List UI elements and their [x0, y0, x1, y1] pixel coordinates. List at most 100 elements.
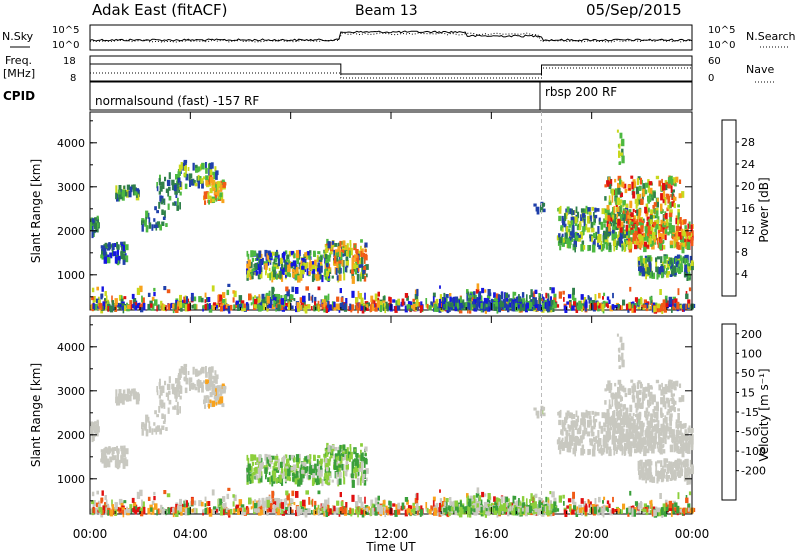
cpid-label-2: rbsp 200 RF: [545, 85, 617, 99]
echo-cell: [295, 274, 298, 280]
echo-cell: [168, 408, 170, 414]
echo-cell: [283, 463, 285, 467]
echo-cell: [250, 250, 253, 257]
echo-cell: [356, 265, 359, 268]
echo-cell: [273, 474, 276, 482]
echo-cell: [358, 303, 360, 310]
echo-cell: [328, 445, 331, 452]
echo-cell: [217, 190, 220, 193]
echo-cell: [609, 447, 612, 454]
echo-cell: [606, 431, 609, 439]
echo-cell: [691, 464, 694, 470]
echo-cell: [622, 200, 626, 205]
echo-cell: [621, 343, 624, 350]
echo-cell: [678, 449, 681, 454]
echo-cell: [652, 232, 656, 239]
echo-cell: [291, 491, 294, 497]
echo-cell: [673, 197, 676, 201]
echo-cell: [236, 301, 238, 304]
echo-cell: [343, 253, 345, 256]
echo-cell: [137, 288, 140, 295]
echo-cell: [144, 220, 147, 227]
echo-cell: [184, 166, 187, 171]
echo-cell: [169, 196, 172, 201]
echo-cell: [340, 303, 343, 309]
echo-cell: [346, 461, 349, 465]
echo-cell: [658, 471, 661, 478]
noise-tick-top-right: 10^5: [708, 25, 735, 36]
echo-cell: [272, 499, 274, 503]
echo-cell: [617, 444, 620, 449]
echo-cell: [647, 236, 649, 242]
echo-cell: [332, 276, 334, 279]
echo-cell: [345, 267, 347, 272]
echo-cell: [112, 243, 115, 250]
echo-cell: [125, 192, 128, 197]
echo-cell: [625, 189, 628, 193]
echo-cell: [653, 222, 656, 226]
echo-cell: [301, 465, 303, 469]
echo-cell: [343, 240, 346, 246]
echo-cell: [273, 270, 276, 278]
echo-cell: [623, 219, 625, 223]
echo-cell: [669, 222, 672, 230]
echo-cell: [262, 462, 264, 467]
echo-cell: [652, 409, 655, 413]
echo-cell: [223, 305, 225, 311]
echo-cell: [637, 178, 639, 185]
echo-cell: [609, 399, 611, 406]
echo-cell: [128, 191, 131, 198]
echo-cell: [107, 461, 111, 467]
echo-cell: [304, 456, 307, 461]
y-tick-label: 1000: [57, 269, 85, 282]
echo-cell: [613, 206, 615, 213]
echo-cell: [105, 291, 107, 296]
echo-cell: [537, 207, 539, 214]
echo-cell: [671, 405, 674, 411]
nave-series: [90, 68, 692, 78]
echo-cell: [590, 236, 592, 242]
echo-cell: [276, 478, 278, 484]
echo-cell: [248, 464, 251, 471]
echo-cell: [193, 367, 195, 375]
echo-cell: [316, 479, 319, 485]
echo-cell: [174, 389, 177, 396]
echo-cell: [686, 433, 688, 440]
echo-cell: [629, 413, 632, 416]
echo-cell: [118, 256, 121, 260]
echo-cell: [131, 508, 133, 513]
echo-cell: [641, 225, 643, 232]
echo-cell: [201, 367, 205, 374]
echo-cell: [536, 207, 538, 212]
colorbar-tick-label: 12: [741, 224, 755, 237]
echo-cell: [617, 130, 619, 133]
echo-cell: [131, 304, 133, 309]
echo-cell: [159, 399, 161, 405]
echo-cell: [526, 303, 529, 309]
echo-cell: [607, 419, 610, 425]
echo-cell: [412, 299, 415, 302]
echo-cell: [604, 388, 607, 391]
echo-cell: [247, 251, 249, 257]
echo-cell: [108, 242, 111, 249]
echo-cell: [584, 423, 586, 431]
echo-cell: [205, 304, 208, 310]
echo-cell: [655, 257, 657, 262]
echo-cell: [402, 299, 405, 306]
echo-cell: [674, 303, 677, 307]
echo-cell: [615, 188, 618, 196]
echo-cell: [228, 306, 230, 312]
echo-cell: [583, 449, 585, 454]
echo-cell: [439, 299, 441, 307]
echo-cell: [156, 210, 159, 213]
echo-cell: [345, 471, 347, 476]
echo-cell: [608, 300, 610, 304]
echo-cell: [633, 209, 635, 212]
echo-cell: [663, 449, 665, 453]
cpid-label-1: normalsound (fast) -157 RF: [95, 94, 259, 108]
echo-cell: [622, 300, 625, 306]
echo-cell: [205, 293, 207, 298]
echo-cell: [332, 445, 335, 449]
echo-cell: [598, 293, 601, 299]
echo-cell: [613, 244, 615, 251]
